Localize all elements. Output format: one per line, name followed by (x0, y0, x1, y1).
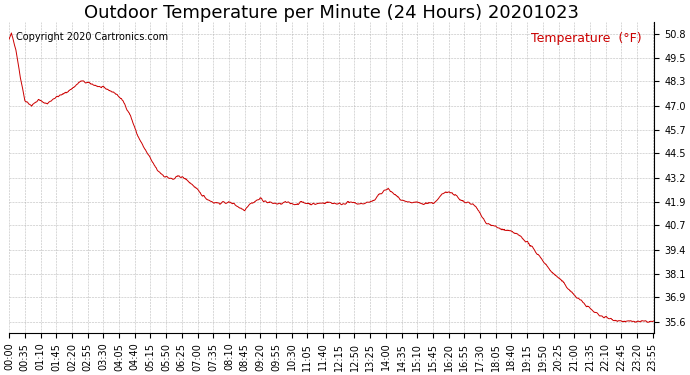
Text: Temperature  (°F): Temperature (°F) (531, 32, 642, 45)
Title: Outdoor Temperature per Minute (24 Hours) 20201023: Outdoor Temperature per Minute (24 Hours… (84, 4, 580, 22)
Text: Copyright 2020 Cartronics.com: Copyright 2020 Cartronics.com (16, 32, 168, 42)
